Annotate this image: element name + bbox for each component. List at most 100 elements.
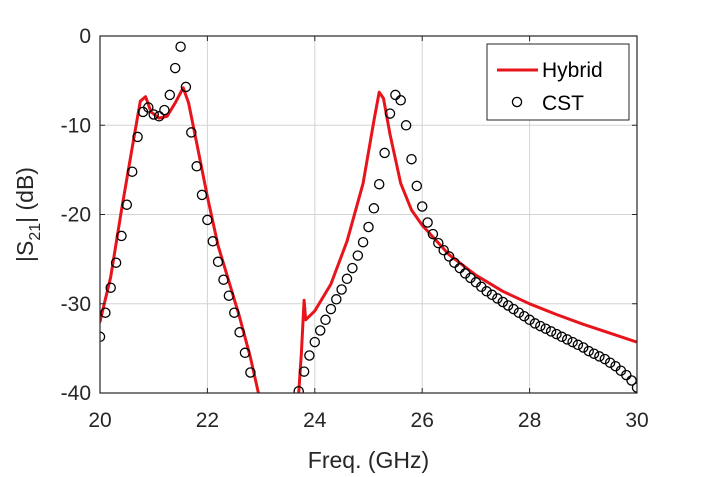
series-layer — [100, 41, 637, 393]
data-point-cst — [336, 284, 347, 295]
data-point-cst — [416, 201, 428, 212]
data-point-cst — [422, 217, 433, 228]
data-point-cst — [518, 310, 530, 322]
data-point-cst — [443, 251, 455, 262]
data-point-cst — [535, 320, 546, 332]
y-tick-label: 0 — [79, 25, 91, 48]
data-point-cst — [454, 262, 466, 274]
data-point-cst — [105, 282, 116, 293]
x-tick-label: 20 — [88, 409, 111, 432]
data-point-cst — [298, 366, 310, 377]
data-point-cst — [148, 109, 159, 120]
data-point-cst — [363, 221, 374, 233]
legend-label-cst: CST — [542, 92, 584, 115]
x-axis-label: Freq. (GHz) — [308, 447, 429, 473]
legend-swatch-cst — [511, 96, 523, 108]
data-point-cst — [529, 318, 541, 329]
x-tick-label: 24 — [303, 409, 327, 432]
data-point-cst — [207, 236, 219, 247]
data-point-cst — [234, 327, 245, 338]
data-point-cst — [621, 369, 632, 381]
data-point-cst — [143, 102, 154, 113]
y-tick-label: -30 — [61, 293, 91, 316]
data-point-cst — [486, 289, 498, 301]
data-point-cst — [100, 307, 111, 318]
data-point-cst — [373, 178, 385, 190]
data-point-cst — [116, 230, 127, 242]
data-point-cst — [572, 339, 584, 351]
data-point-cst — [202, 214, 213, 226]
data-point-cst — [631, 382, 637, 393]
y-tick-label: -10 — [61, 114, 91, 137]
data-point-cst — [524, 314, 535, 326]
data-point-cst — [481, 286, 492, 297]
data-point-cst — [395, 95, 406, 106]
data-point-cst — [175, 41, 186, 52]
data-point-cst — [196, 189, 208, 201]
data-point-cst — [384, 108, 396, 119]
data-point-cst — [513, 307, 525, 318]
data-point-cst — [212, 256, 224, 268]
data-point-cst — [352, 250, 364, 261]
data-point-cst — [314, 325, 326, 336]
data-point-cst — [551, 328, 562, 340]
data-point-cst — [110, 257, 122, 268]
data-point-cst — [368, 203, 380, 214]
data-point-cst — [186, 127, 197, 138]
data-point-cst — [411, 180, 423, 192]
legend: Hybrid CST — [486, 43, 630, 121]
data-point-cst — [379, 147, 390, 159]
data-point-cst — [567, 336, 578, 348]
x-tick-label: 22 — [196, 409, 219, 432]
x-tick-label: 26 — [411, 409, 434, 432]
data-point-cst — [293, 385, 304, 393]
data-point-cst — [169, 62, 181, 74]
data-point-cst — [578, 342, 589, 353]
data-point-cst — [153, 111, 165, 122]
data-point-cst — [594, 351, 605, 362]
data-point-cst — [341, 273, 353, 285]
data-point-cst — [357, 236, 369, 248]
data-point-cst — [229, 307, 240, 318]
axis-ticks: 20 22 24 26 28 30 0 -10 -20 -30 -40 — [61, 25, 649, 432]
data-point-cst — [604, 357, 616, 368]
data-point-cst — [492, 293, 503, 304]
data-point-cst — [427, 228, 439, 240]
series-line-hybrid — [100, 86, 260, 393]
data-point-cst — [218, 274, 229, 285]
data-point-cst — [390, 89, 401, 101]
data-point-cst — [159, 104, 170, 116]
data-point-cst — [164, 89, 176, 101]
data-point-cst — [223, 290, 235, 301]
data-point-cst — [406, 153, 417, 165]
data-point-cst — [588, 348, 600, 359]
x-tick-label: 30 — [625, 409, 648, 432]
data-point-cst — [400, 120, 412, 131]
x-tick-label: 28 — [518, 409, 541, 432]
data-point-cst — [331, 294, 342, 305]
data-point-cst — [180, 81, 192, 93]
data-point-cst — [191, 161, 202, 172]
data-point-cst — [304, 350, 315, 361]
legend-label-hybrid: Hybrid — [542, 59, 603, 82]
y-tick-label: -20 — [61, 204, 91, 227]
data-point-cst — [502, 300, 514, 311]
data-point-cst — [626, 375, 637, 386]
data-point-cst — [325, 303, 337, 315]
legend-box — [486, 43, 630, 121]
data-point-cst — [433, 237, 444, 249]
data-point-cst — [545, 326, 557, 337]
data-point-cst — [508, 303, 519, 315]
data-point-cst — [599, 353, 611, 365]
data-point-cst — [438, 244, 449, 256]
data-point-cst — [583, 345, 594, 357]
data-point-cst — [245, 367, 256, 378]
data-point-cst — [320, 314, 331, 326]
data-point-cst — [121, 199, 133, 210]
data-point-cst — [132, 131, 143, 143]
data-point-cst — [449, 257, 460, 268]
data-point-cst — [309, 336, 321, 348]
data-point-cst — [239, 347, 251, 359]
data-point-cst — [347, 262, 358, 274]
